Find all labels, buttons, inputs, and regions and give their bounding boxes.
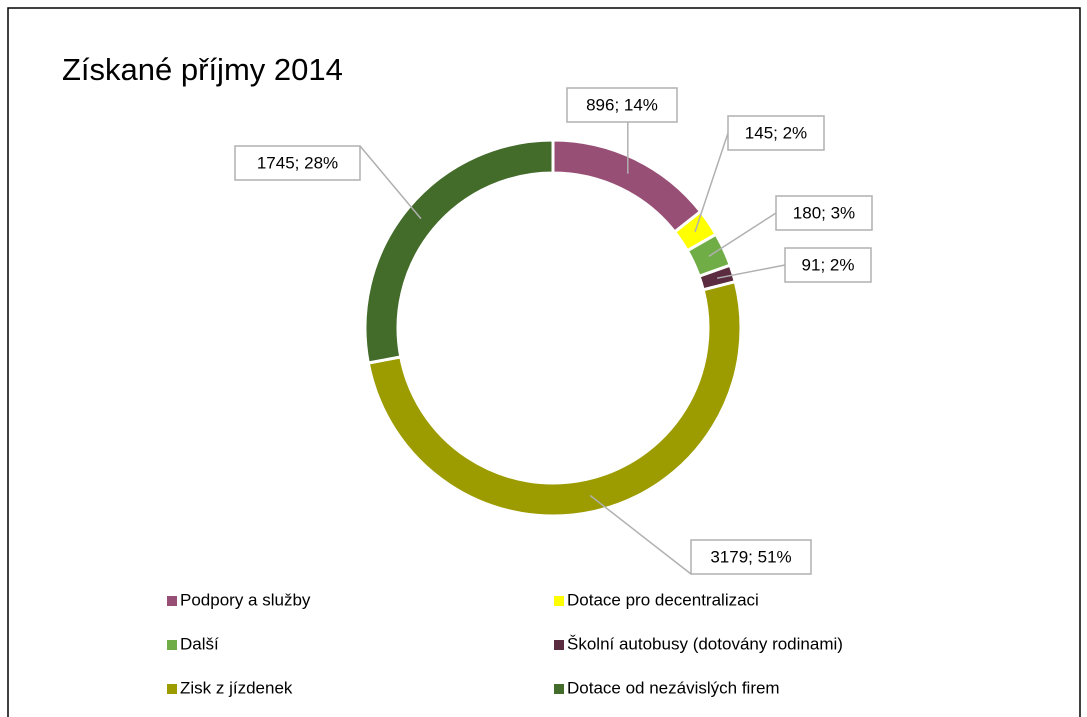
legend-label: Dotace od nezávislých firem — [567, 678, 780, 697]
label-box — [690, 539, 812, 575]
legend-swatch — [554, 596, 564, 606]
donut-slice — [363, 138, 555, 365]
leader-line — [359, 145, 422, 220]
data-label: 896; 14% — [586, 95, 658, 114]
data-label: 3179; 51% — [710, 547, 791, 566]
donut-slice — [366, 279, 743, 518]
legend-swatch — [554, 640, 564, 650]
legend-swatch — [554, 684, 564, 694]
label-box — [775, 195, 873, 231]
legend-label: Zisk z jízdenek — [180, 678, 293, 697]
legend-swatch — [167, 684, 177, 694]
label-box — [784, 247, 872, 283]
data-label: 145; 2% — [745, 123, 807, 142]
legend-label: Dotace pro decentralizaci — [567, 590, 759, 609]
legend-swatch — [167, 596, 177, 606]
chart-frame — [7, 7, 1081, 717]
leader-line — [694, 132, 729, 233]
data-label: 91; 2% — [802, 255, 855, 274]
data-label: 1745; 28% — [257, 153, 338, 172]
leader-line — [589, 494, 692, 575]
legend-label: Další — [180, 634, 219, 653]
legend-label: Podpory a služby — [180, 590, 311, 609]
chart-title: Získané příjmy 2014 — [62, 52, 343, 87]
leader-line — [708, 212, 777, 257]
legend-swatch — [167, 640, 177, 650]
legend-label: Školní autobusy (dotovány rodinami) — [567, 634, 843, 653]
data-label: 180; 3% — [793, 203, 855, 222]
label-box — [234, 145, 361, 181]
leader-line — [716, 264, 786, 279]
label-box — [727, 115, 825, 151]
donut-slice — [551, 138, 703, 235]
label-box — [566, 87, 678, 123]
